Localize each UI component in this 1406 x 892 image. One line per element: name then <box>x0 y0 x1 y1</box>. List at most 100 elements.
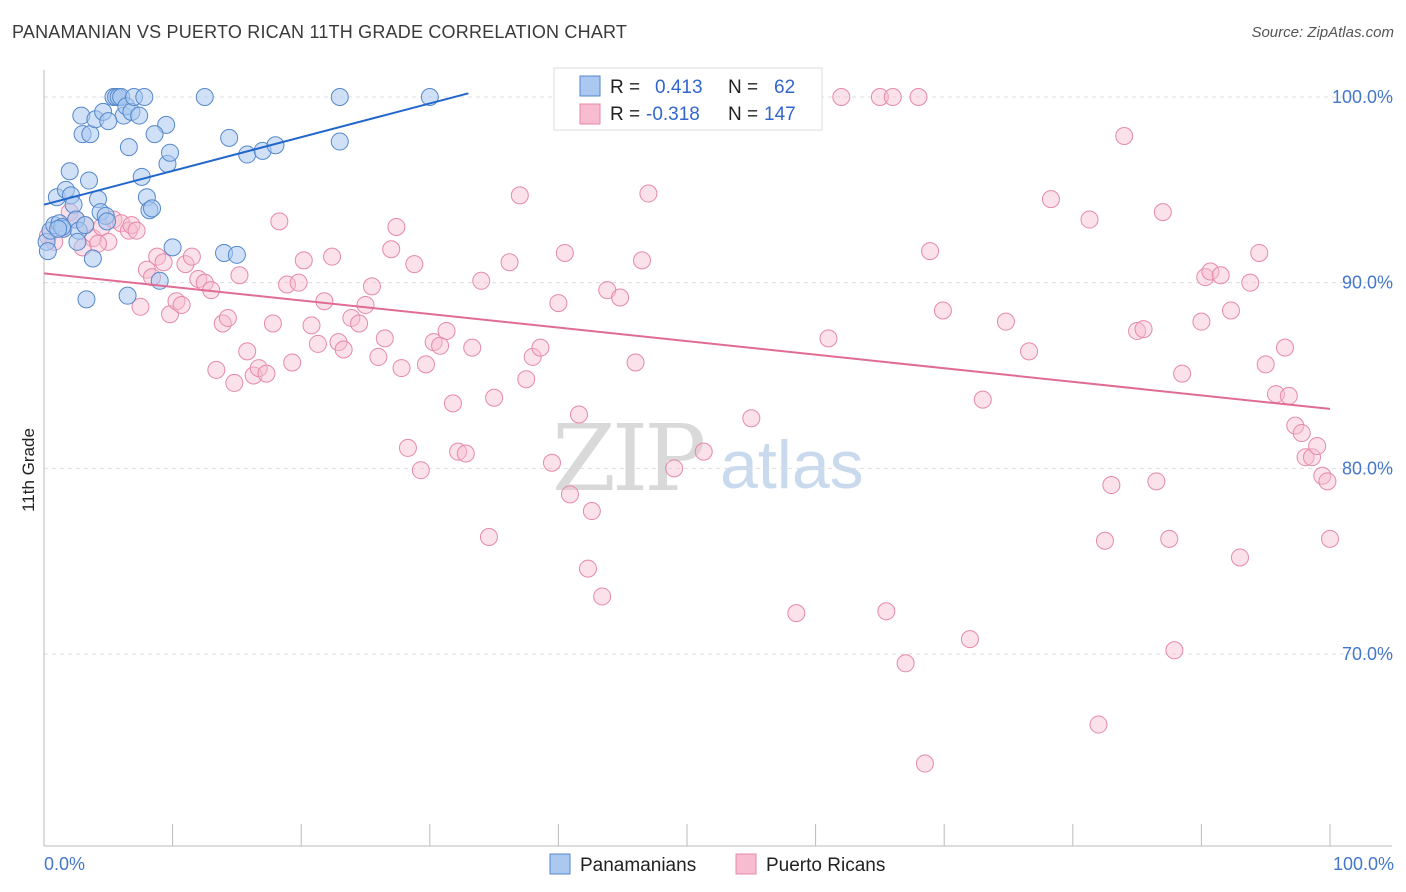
puerto-rican-point <box>1147 472 1166 491</box>
puerto-rican-point <box>560 485 579 504</box>
puerto-rican-point <box>1192 312 1211 331</box>
puerto-rican-point <box>213 314 232 333</box>
puerto-rican-point <box>593 587 612 606</box>
puerto-rican-point <box>350 314 369 333</box>
chart-title: PANAMANIAN VS PUERTO RICAN 11TH GRADE CO… <box>12 22 628 42</box>
panamanian-point <box>145 125 164 144</box>
puerto-rican-point <box>218 308 237 327</box>
x-tick-label-right: 100.0% <box>1333 854 1394 874</box>
puerto-rican-point <box>542 453 561 472</box>
puerto-rican-point <box>392 359 411 378</box>
panamanian-point <box>80 171 99 190</box>
panamanian-point <box>49 219 68 238</box>
puerto-rican-point <box>973 390 992 409</box>
panamanian-point <box>143 199 162 218</box>
puerto-rican-point <box>356 295 375 314</box>
puerto-rican-point <box>1089 715 1108 734</box>
panamanian-point <box>119 138 138 157</box>
puerto-rican-point <box>1080 210 1099 229</box>
puerto-rican-point <box>308 334 327 353</box>
puerto-rican-point <box>1230 548 1249 567</box>
puerto-rican-point <box>387 217 406 236</box>
panamanian-point <box>76 216 95 235</box>
puerto-rican-point <box>456 444 475 463</box>
puerto-rican-point <box>632 251 651 270</box>
panamanian-points <box>37 88 439 309</box>
puerto-rican-point <box>334 340 353 359</box>
puerto-rican-point <box>933 301 952 320</box>
panamanian-point <box>220 128 239 147</box>
puerto-rican-point <box>626 353 645 372</box>
puerto-rican-point <box>819 329 838 348</box>
puerto-rican-point <box>1102 476 1121 495</box>
panamanian-point <box>118 286 137 305</box>
puerto-rican-point <box>665 459 684 478</box>
puerto-rican-point <box>582 502 601 521</box>
puerto-rican-point <box>883 88 902 106</box>
puerto-rican-point <box>921 242 940 261</box>
legend-n-label-1: N = <box>728 77 758 98</box>
puerto-rican-point <box>1128 321 1147 340</box>
legend-r-value-1: 0.413 <box>655 77 703 98</box>
puerto-rican-point <box>362 277 381 296</box>
puerto-rican-point <box>369 347 388 366</box>
watermark-atlas: atlas <box>720 427 864 503</box>
y-tick-label-3: 70.0% <box>1342 644 1393 664</box>
puerto-rican-point <box>1256 355 1275 374</box>
puerto-rican-point <box>500 253 519 272</box>
puerto-rican-point <box>416 355 435 374</box>
puerto-rican-point <box>154 253 173 272</box>
puerto-rican-point <box>131 297 150 316</box>
panamanian-point <box>98 212 117 231</box>
y-axis-label: 11th Grade <box>19 428 38 512</box>
puerto-rican-point <box>431 336 450 355</box>
panamanian-point <box>161 143 180 162</box>
y-tick-label-1: 90.0% <box>1342 273 1393 293</box>
series-legend: Panamanians Puerto Ricans <box>549 853 885 876</box>
panamanian-point <box>99 112 118 131</box>
puerto-rican-point <box>1211 266 1230 285</box>
puerto-rican-point <box>411 461 430 480</box>
panamanian-point <box>60 162 79 181</box>
puerto-rican-point <box>443 394 462 413</box>
puerto-rican-point <box>1321 529 1339 548</box>
axes <box>43 70 1392 847</box>
legend-label-panamanians: Panamanians <box>580 855 696 876</box>
puerto-rican-point <box>1095 531 1114 550</box>
puerto-rican-point <box>639 184 658 203</box>
legend-swatch-puerto-ricans <box>735 853 757 875</box>
puerto-rican-point <box>207 360 226 379</box>
puerto-rican-point <box>1275 338 1294 357</box>
panamanian-point <box>68 232 87 251</box>
puerto-rican-point <box>398 438 417 457</box>
puerto-rican-point <box>896 654 915 673</box>
legend-n-label-2: N = <box>728 104 758 125</box>
puerto-rican-point <box>463 338 482 357</box>
puerto-rican-point <box>1153 203 1172 222</box>
puerto-rican-point <box>302 316 321 335</box>
puerto-rican-point <box>523 347 542 366</box>
panamanian-point <box>238 145 257 164</box>
legend-swatch-blue <box>579 75 601 97</box>
stats-legend: R = 0.413 N = 62 R = -0.318 N = 147 <box>553 67 823 131</box>
panamanian-point <box>227 245 246 264</box>
puerto-rican-point <box>278 275 297 294</box>
puerto-rican-point <box>787 604 806 623</box>
puerto-rican-point <box>569 405 588 424</box>
puerto-rican-point <box>289 273 308 292</box>
y-tick-label-2: 80.0% <box>1342 458 1393 478</box>
puerto-rican-point <box>176 255 195 274</box>
puerto-rican-point <box>960 630 979 649</box>
puerto-rican-point <box>1302 448 1321 467</box>
panamanian-point <box>38 242 57 261</box>
puerto-rican-point <box>382 240 401 259</box>
panamanian-point <box>330 132 349 151</box>
puerto-rican-point <box>283 353 302 372</box>
panamanian-point <box>195 88 214 106</box>
puerto-rican-point <box>127 221 146 240</box>
puerto-rican-point <box>694 442 713 461</box>
puerto-rican-point <box>485 388 504 407</box>
puerto-rican-point <box>375 329 394 348</box>
puerto-rican-point <box>1296 448 1315 467</box>
puerto-rican-point <box>1196 268 1215 287</box>
